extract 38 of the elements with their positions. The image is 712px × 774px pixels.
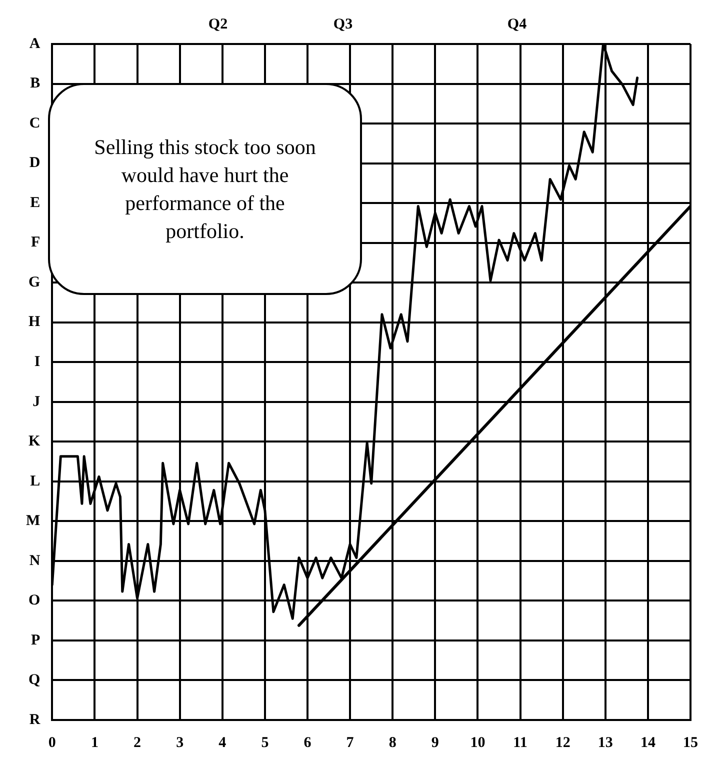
category-label: K: [28, 434, 40, 450]
category-label: O: [28, 592, 40, 609]
category-label: A: [29, 36, 40, 52]
category-label: I: [34, 354, 40, 370]
category-label: J: [32, 394, 40, 410]
x-tick-label: 14: [640, 734, 656, 751]
category-label: Q: [28, 672, 40, 688]
category-label: L: [30, 473, 40, 490]
x-tick-label: 1: [90, 734, 98, 751]
x-tick-label: 2: [134, 734, 142, 751]
callout-box: Selling this stock too soon would have hurt the performance of the portfolio.: [48, 83, 362, 295]
text: Q3: [333, 16, 353, 32]
x-tick-label: 7: [346, 734, 354, 751]
text: Q2: [208, 16, 228, 32]
x-tick-label: 11: [513, 734, 528, 751]
category-label: E: [30, 194, 40, 211]
category-label: C: [29, 115, 40, 132]
category-label: R: [29, 712, 40, 728]
x-tick-label: 8: [388, 734, 396, 751]
category-label: H: [28, 314, 40, 330]
x-tick-label: 4: [218, 734, 227, 751]
x-tick-label: 13: [598, 734, 613, 751]
x-tick-label: 0: [48, 734, 56, 751]
x-tick-label: 15: [683, 734, 698, 751]
x-tick-label: 9: [431, 734, 439, 751]
x-tick-label: 6: [304, 734, 312, 751]
category-label: M: [26, 513, 40, 530]
category-label: N: [29, 552, 40, 569]
x-tick-label: 10: [470, 734, 486, 751]
category-label: G: [28, 274, 40, 290]
category-label: D: [29, 155, 40, 172]
category-label: F: [30, 234, 40, 251]
text: Q4: [507, 16, 528, 32]
x-tick-label: 12: [555, 734, 570, 751]
category-label: B: [30, 76, 40, 92]
x-tick-label: 3: [176, 734, 184, 751]
category-label: P: [30, 632, 40, 648]
x-tick-label: 5: [261, 734, 269, 751]
